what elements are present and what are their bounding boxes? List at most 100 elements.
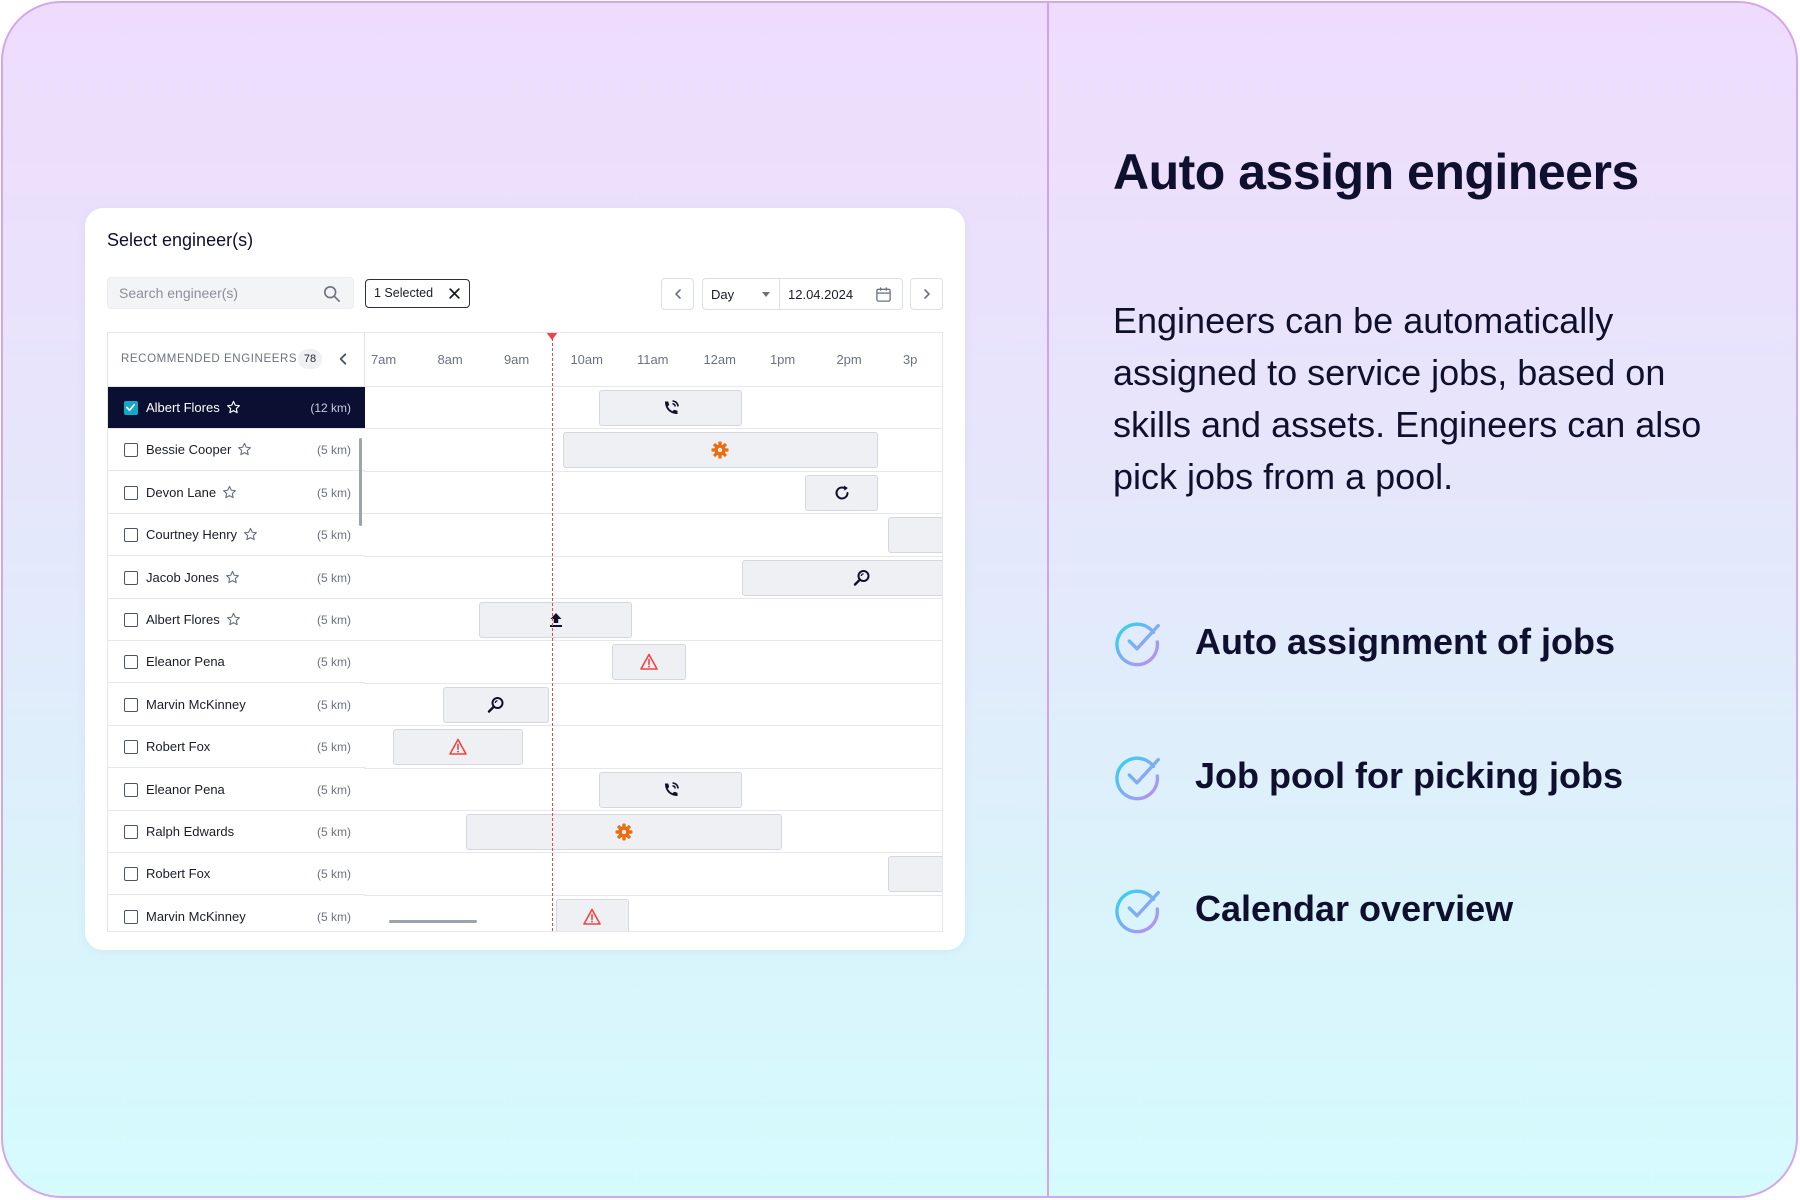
job-block[interactable] <box>742 559 942 596</box>
job-block[interactable] <box>888 517 942 554</box>
timeline-row-divider <box>365 852 942 854</box>
warning-icon <box>448 737 468 757</box>
view-select-value: Day <box>711 286 735 302</box>
engineer-row[interactable]: Jacob Jones (5 km) <box>108 556 365 599</box>
engineer-checkbox[interactable] <box>124 782 138 797</box>
job-block[interactable] <box>612 644 686 681</box>
engineer-checkbox[interactable] <box>124 570 138 585</box>
engineer-list: RECOMMENDED ENGINEERS 78 Albert Flores (1… <box>108 333 365 931</box>
job-block[interactable] <box>466 814 782 850</box>
check-circle-icon <box>1115 622 1160 667</box>
job-block[interactable] <box>479 602 633 638</box>
chevron-left-icon <box>674 289 681 299</box>
engineer-count-badge: 78 <box>298 349 322 369</box>
favorite-star-icon[interactable] <box>225 570 240 585</box>
job-block[interactable] <box>555 898 629 931</box>
clear-selection-icon[interactable] <box>448 287 461 300</box>
date-picker[interactable]: 12.04.2024 <box>779 278 903 310</box>
phone-icon <box>661 398 681 418</box>
search-zoom-icon <box>486 695 506 715</box>
gear-icon <box>710 440 730 460</box>
timeline-row-divider <box>365 725 942 727</box>
job-block[interactable] <box>805 474 879 511</box>
engineer-checkbox[interactable] <box>124 443 138 458</box>
engineer-distance: (5 km) <box>317 825 351 839</box>
engineer-distance: (5 km) <box>317 867 351 882</box>
hour-label: 12am <box>703 352 736 367</box>
warning-icon <box>639 652 659 672</box>
engineer-checkbox[interactable] <box>124 909 138 924</box>
engineer-row[interactable]: Courtney Henry (5 km) <box>108 514 365 557</box>
upload-icon <box>546 610 566 630</box>
next-day-button[interactable] <box>910 278 943 310</box>
hour-label: 7am <box>370 352 397 367</box>
job-block[interactable] <box>888 856 942 893</box>
favorite-star-icon[interactable] <box>226 612 241 627</box>
engineer-row[interactable]: Ralph Edwards (5 km) <box>108 811 365 853</box>
engineer-checkbox[interactable] <box>124 613 138 627</box>
favorite-star-icon[interactable] <box>226 400 241 415</box>
calendar-icon[interactable] <box>875 286 892 303</box>
engineer-distance: (5 km) <box>317 443 351 458</box>
engineer-checkbox[interactable] <box>124 655 138 670</box>
engineer-checkbox[interactable] <box>124 740 138 755</box>
engineer-row[interactable]: Marvin McKinney (5 km) <box>108 895 365 931</box>
job-block[interactable] <box>562 432 879 469</box>
search-icon[interactable] <box>323 285 341 303</box>
date-value: 12.04.2024 <box>788 286 854 302</box>
engineer-row[interactable]: Eleanor Pena (5 km) <box>108 641 365 684</box>
engineer-selector-card: Select engineer(s) 1 Selected Day 12.04.… <box>85 208 965 950</box>
horizontal-scrollbar[interactable] <box>389 920 477 923</box>
engineer-checkbox[interactable] <box>124 825 138 839</box>
engineer-checkbox[interactable] <box>124 697 138 712</box>
timeline-row-divider <box>365 470 942 472</box>
favorite-star-icon[interactable] <box>222 485 237 500</box>
timeline-row-divider <box>365 598 942 599</box>
collapse-chevron-icon[interactable] <box>336 352 350 366</box>
selected-chip-label: 1 Selected <box>374 286 434 300</box>
engineer-row[interactable]: Albert Flores (12 km) <box>108 387 365 429</box>
hour-label: 8am <box>437 352 463 367</box>
refresh-icon <box>832 483 852 503</box>
job-block[interactable] <box>599 771 743 808</box>
favorite-star-icon[interactable] <box>243 527 258 542</box>
engineer-distance: (5 km) <box>317 782 351 797</box>
engineer-distance: (5 km) <box>317 655 351 670</box>
engineer-distance: (5 km) <box>317 528 351 543</box>
engineer-row[interactable]: Robert Fox (5 km) <box>108 853 365 896</box>
engineer-checkbox[interactable] <box>124 867 138 882</box>
favorite-star-icon[interactable] <box>237 442 252 457</box>
engineer-distance: (5 km) <box>317 740 351 755</box>
timeline-row-divider <box>365 640 942 642</box>
engineer-row[interactable]: Eleanor Pena (5 km) <box>108 768 365 811</box>
engineer-row[interactable]: Devon Lane (5 km) <box>108 471 365 514</box>
engineer-row[interactable]: Bessie Cooper (5 km) <box>108 429 365 472</box>
selected-chip: 1 Selected <box>365 279 470 308</box>
caret-down-icon <box>762 292 770 297</box>
timeline-row-divider <box>365 555 942 557</box>
job-block[interactable] <box>442 686 550 723</box>
job-block[interactable] <box>392 729 523 766</box>
check-circle-icon <box>1115 889 1160 934</box>
current-time-marker <box>546 333 558 340</box>
engineer-name: Bessie Cooper <box>146 442 232 458</box>
search-zoom-icon <box>852 568 872 588</box>
engineer-checkbox[interactable] <box>124 485 138 500</box>
job-block[interactable] <box>599 390 743 426</box>
hour-label: 2pm <box>836 352 862 367</box>
search-input[interactable] <box>108 278 318 308</box>
engineer-name: Marvin McKinney <box>146 908 246 924</box>
engineer-checkbox[interactable] <box>124 528 138 543</box>
view-select[interactable]: Day <box>702 278 780 310</box>
previous-day-button[interactable] <box>661 278 694 310</box>
engineer-row[interactable]: Marvin McKinney (5 km) <box>108 683 365 726</box>
engineer-distance: (5 km) <box>317 570 351 585</box>
engineer-row[interactable]: Robert Fox (5 km) <box>108 726 365 769</box>
vertical-scrollbar[interactable] <box>359 438 362 526</box>
timeline-row-divider <box>365 810 942 811</box>
engineer-name: Courtney Henry <box>146 527 238 543</box>
engineer-checkbox[interactable] <box>124 401 138 415</box>
engineer-name: Eleanor Pena <box>146 781 225 797</box>
engineer-row[interactable]: Albert Flores (5 km) <box>108 599 365 641</box>
